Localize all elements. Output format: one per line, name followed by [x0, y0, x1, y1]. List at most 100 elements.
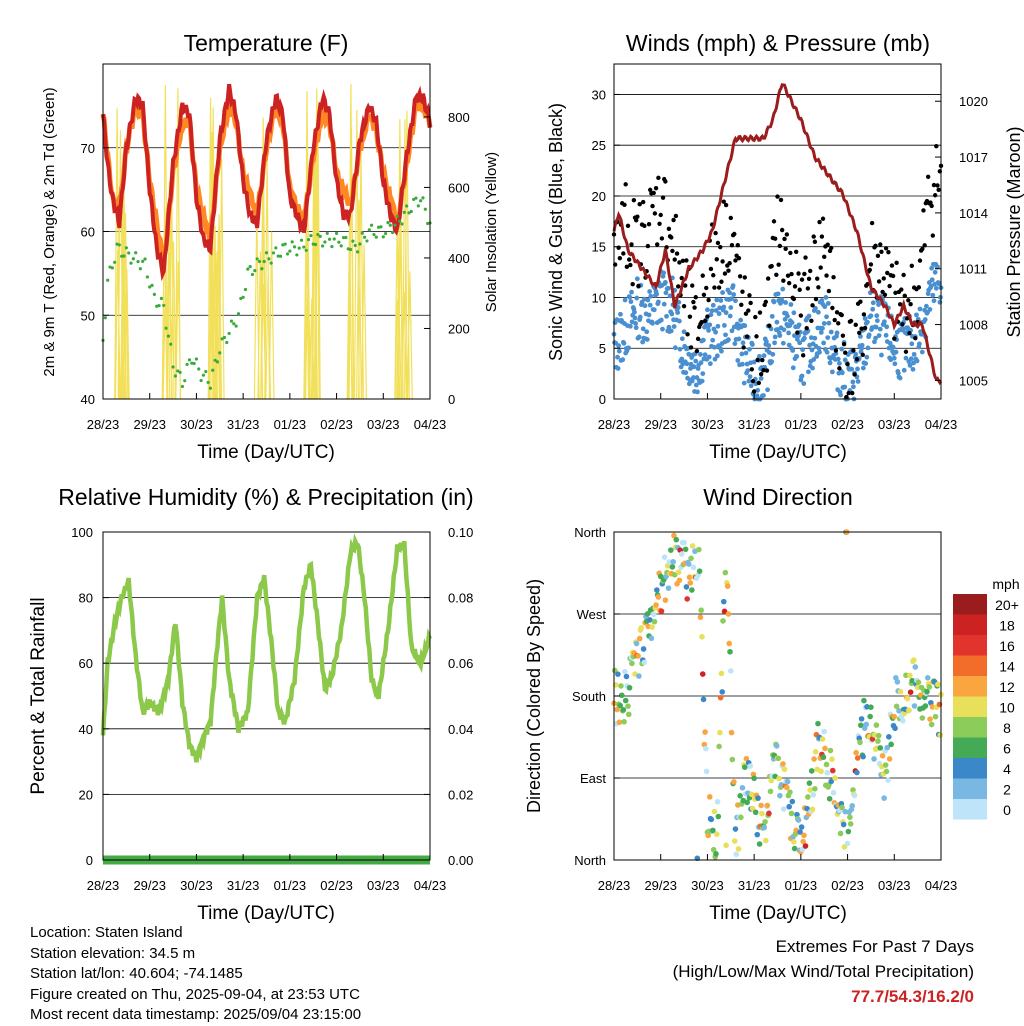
- dewpoint-point: [360, 231, 364, 235]
- gust-point: [691, 299, 696, 305]
- sonic-wind-point: [761, 393, 766, 398]
- pressure-ytick-label: 1011: [959, 262, 987, 277]
- sonic-wind-point: [751, 359, 757, 365]
- direction-point: [711, 808, 718, 815]
- dewpoint-point: [302, 245, 306, 249]
- gust-point: [796, 271, 801, 276]
- direction-point: [819, 736, 826, 742]
- sonic-wind-point: [834, 330, 840, 336]
- sonic-wind-point: [723, 310, 729, 316]
- station-location: Location: Staten Island: [30, 924, 183, 941]
- sonic-wind-point: [640, 339, 646, 345]
- gust-point: [631, 197, 637, 203]
- sonic-wind-point: [721, 323, 727, 328]
- sonic-wind-point: [786, 342, 792, 348]
- dewpoint-point: [292, 245, 297, 249]
- gust-point: [832, 317, 837, 323]
- gust-point: [876, 279, 882, 284]
- dewpoint-point: [341, 235, 346, 240]
- sonic-wind-point: [936, 280, 942, 286]
- sonic-wind-point: [719, 348, 724, 354]
- dewpoint-point: [185, 362, 189, 367]
- direction-point: [823, 761, 830, 768]
- gust-point: [804, 326, 809, 331]
- direction-point: [758, 802, 764, 809]
- direction-point: [702, 729, 708, 735]
- dewpoint-point: [206, 380, 210, 385]
- direction-point: [854, 755, 861, 761]
- dewpoint-point: [264, 251, 269, 255]
- sonic-wind-point: [919, 349, 925, 355]
- gust-point: [652, 211, 658, 216]
- direction-point: [687, 580, 694, 586]
- sonic-wind-point: [733, 298, 738, 304]
- gust-point: [621, 251, 626, 256]
- sonic-wind-point: [655, 299, 661, 305]
- sonic-wind-point: [897, 375, 903, 381]
- dewpoint-point: [178, 370, 182, 375]
- gust-point: [893, 290, 898, 296]
- dewpoint-point: [381, 235, 385, 239]
- direction-point: [830, 789, 837, 796]
- dewpoint-point: [386, 221, 390, 225]
- dewpoint-point: [253, 268, 257, 273]
- gust-point: [729, 242, 735, 248]
- sonic-wind-point: [789, 320, 795, 325]
- precip-ytick-label: 0.10: [448, 525, 473, 540]
- gust-point: [806, 276, 812, 281]
- gust-point: [822, 254, 827, 260]
- sonic-wind-point: [858, 333, 863, 339]
- sonic-wind-point: [693, 358, 699, 364]
- humidity-ytick-label: 100: [71, 525, 93, 540]
- direction-point: [784, 784, 790, 791]
- direction-point: [614, 706, 620, 713]
- dewpoint-point: [225, 340, 229, 345]
- gust-point: [655, 242, 660, 247]
- direction-point: [665, 585, 672, 591]
- sonic-wind-point: [892, 361, 898, 367]
- direction-point: [789, 798, 796, 805]
- sonic-wind-point: [710, 337, 716, 343]
- direction-point: [651, 618, 658, 625]
- direction-point: [636, 673, 642, 679]
- direction-point: [883, 768, 890, 775]
- direction-point: [622, 697, 629, 704]
- gust-point: [685, 332, 690, 337]
- gust-point: [935, 183, 940, 188]
- dewpoint-point: [384, 231, 388, 236]
- direction-point: [861, 697, 867, 704]
- sonic-wind-point: [677, 318, 682, 324]
- direction-point: [618, 692, 625, 699]
- direction-point: [731, 779, 737, 785]
- direction-point: [886, 756, 893, 762]
- sonic-wind-point: [746, 378, 752, 384]
- legend-swatch: [953, 717, 987, 738]
- pressure-ytick-label: 1014: [959, 206, 988, 221]
- direction-point: [739, 784, 746, 791]
- gust-point: [917, 258, 923, 263]
- dewpoint-point: [218, 351, 222, 355]
- sonic-wind-point: [615, 366, 621, 371]
- gust-point: [785, 273, 791, 278]
- sonic-wind-point: [810, 365, 815, 371]
- sonic-wind-point: [616, 343, 622, 349]
- wind-ytick-label: 15: [592, 240, 606, 255]
- dewpoint-point: [274, 246, 278, 250]
- sonic-wind-point: [626, 345, 631, 351]
- sonic-wind-point: [813, 305, 818, 311]
- direction-point: [877, 745, 884, 751]
- gust-point: [858, 299, 863, 304]
- gust-point: [799, 277, 805, 282]
- direction-point: [661, 554, 668, 560]
- direction-point: [768, 777, 775, 784]
- sonic-wind-point: [616, 348, 622, 354]
- direction-point: [719, 689, 726, 695]
- sonic-wind-point: [660, 326, 665, 332]
- legend-swatch: [953, 635, 987, 656]
- direction-point: [749, 805, 756, 812]
- direction-point: [720, 598, 727, 605]
- dewpoint-point: [365, 239, 369, 243]
- direction-point: [807, 787, 813, 793]
- direction-point: [725, 611, 732, 617]
